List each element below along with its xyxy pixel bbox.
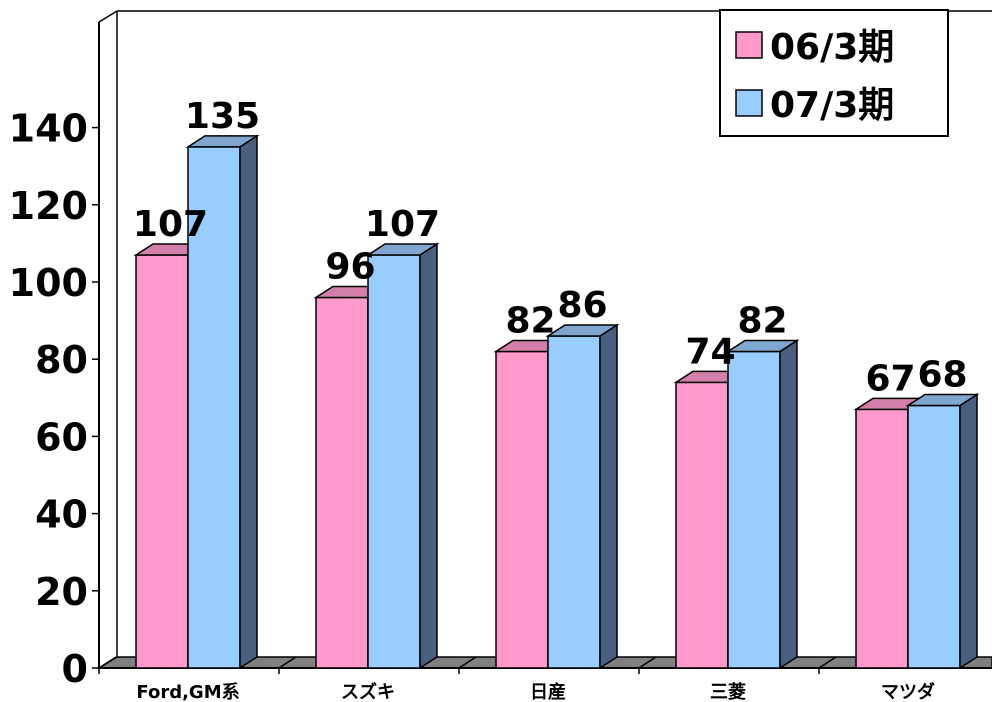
bars [133,134,980,670]
x-tick-label: マツダ [881,681,935,702]
bar [187,146,241,669]
bar-top [185,135,260,148]
x-axis: Ford,GM系 スズキ 日産 三菱 マツダ [136,681,935,702]
bar [547,335,601,669]
bar-side [779,339,798,670]
bar [855,408,909,669]
x-tick-mark [458,656,477,674]
x-tick-mark [818,656,837,674]
y-tick-label: 20 [35,570,88,614]
data-label: 107 [133,204,208,245]
bar-top [365,243,440,256]
data-label: 135 [185,96,260,137]
bar-side [599,323,618,670]
bar [367,254,421,669]
data-label: 74 [685,331,735,372]
data-label: 86 [557,285,607,326]
bar-top [905,393,980,407]
legend-label: 06/3期 [770,27,894,68]
y-tick-label: 100 [9,261,88,305]
y-axis: 0 20 40 60 80 100 120 140 [9,107,99,691]
bar [675,381,729,669]
y-tick-label: 40 [35,493,88,537]
y-tick-label: 60 [35,415,88,459]
x-tick-label: 三菱 [710,682,746,702]
bar-top [725,339,800,353]
legend-swatch [735,89,763,117]
x-tick-label: Ford,GM系 [136,682,239,702]
data-label: 82 [505,300,555,341]
x-tick-label: スズキ [341,681,395,702]
bar [315,296,369,669]
data-label: 68 [917,355,967,396]
y-tick-label: 0 [62,647,88,691]
data-label: 82 [737,300,787,341]
legend-label: 07/3期 [770,85,894,126]
legend: 06/3期 07/3期 [719,9,949,137]
legend-swatch [735,31,763,59]
bar-side [419,242,438,670]
y-tick-label: 80 [35,338,88,382]
data-label: 67 [865,358,915,399]
x-tick-mark [638,656,657,674]
data-label: 107 [365,204,440,245]
side-wall-top [98,10,118,23]
x-tick-label: 日産 [530,681,566,702]
x-tick-mark [98,656,117,674]
bar-side [959,393,978,670]
x-tick-mark [278,656,297,674]
bar-side [239,134,258,670]
bar [907,404,961,669]
bar [495,350,549,669]
data-label: 96 [325,246,375,287]
y-tick-label: 140 [9,107,88,151]
bar-top [545,324,620,337]
bar [727,350,781,669]
bar [135,254,189,669]
y-tick-label: 120 [9,184,88,228]
